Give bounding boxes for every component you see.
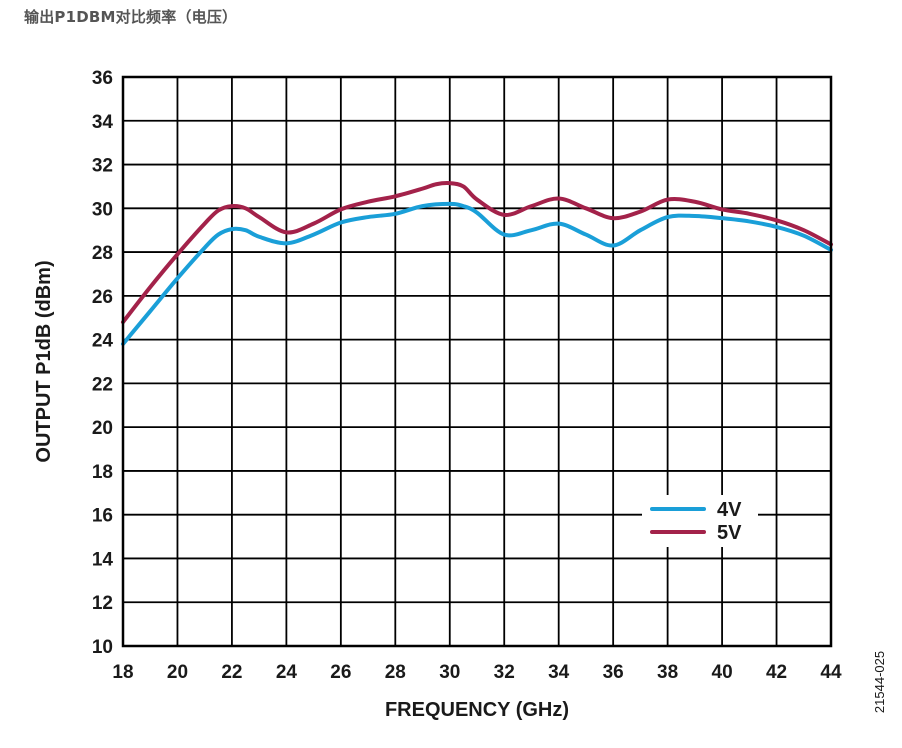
x-tick-label: 38 xyxy=(657,662,678,683)
x-tick-label: 24 xyxy=(276,662,298,683)
y-tick-label: 28 xyxy=(92,243,113,264)
y-tick-label: 22 xyxy=(92,374,113,395)
legend-label-5v: 5V xyxy=(717,522,742,544)
legend-label-4v: 4V xyxy=(717,499,742,521)
x-tick-label: 22 xyxy=(221,662,242,683)
page-title: 输出P1DBM对比频率（电压） xyxy=(24,8,238,26)
x-tick-label: 20 xyxy=(167,662,188,683)
series-line-4v xyxy=(121,201,833,346)
y-tick-label: 34 xyxy=(92,112,114,133)
x-tick-labels: 18 20 22 24 26 28 30 32 34 36 38 40 42 44 xyxy=(112,662,842,683)
x-tick-label: 18 xyxy=(112,662,133,683)
chart-legend: 4V 5V xyxy=(642,495,758,547)
x-tick-label: 34 xyxy=(548,662,570,683)
y-tick-label: 24 xyxy=(92,331,114,352)
x-tick-label: 30 xyxy=(439,662,460,683)
x-tick-label: 42 xyxy=(766,662,787,683)
y-tick-label: 20 xyxy=(92,418,113,439)
y-tick-label: 30 xyxy=(92,199,113,220)
y-tick-label: 16 xyxy=(92,506,113,527)
y-tick-label: 12 xyxy=(92,593,113,614)
x-axis-label: FREQUENCY (GHz) xyxy=(385,699,569,721)
legend-background xyxy=(642,495,758,547)
x-tick-label: 36 xyxy=(603,662,624,683)
x-tick-label: 40 xyxy=(712,662,733,683)
x-tick-label: 28 xyxy=(385,662,406,683)
y-tick-label: 10 xyxy=(92,637,113,658)
x-tick-label: 26 xyxy=(330,662,351,683)
plot-frame xyxy=(121,75,833,648)
y-tick-label: 14 xyxy=(92,549,114,570)
y-tick-label: 26 xyxy=(92,287,113,308)
y-axis-label: OUTPUT P1dB (dBm) xyxy=(33,260,55,462)
x-tick-label: 44 xyxy=(820,662,842,683)
x-tick-label: 32 xyxy=(494,662,515,683)
chart-series xyxy=(121,181,833,346)
y-tick-label: 18 xyxy=(92,462,113,483)
y-tick-label: 32 xyxy=(92,156,113,177)
figure-id: 21544-025 xyxy=(872,651,887,713)
series-line-5v xyxy=(121,181,833,325)
y-tick-labels: 10 12 14 16 18 20 22 24 26 28 30 32 34 36 xyxy=(92,68,114,658)
chart-grid xyxy=(122,76,832,647)
y-tick-label: 36 xyxy=(92,68,113,89)
